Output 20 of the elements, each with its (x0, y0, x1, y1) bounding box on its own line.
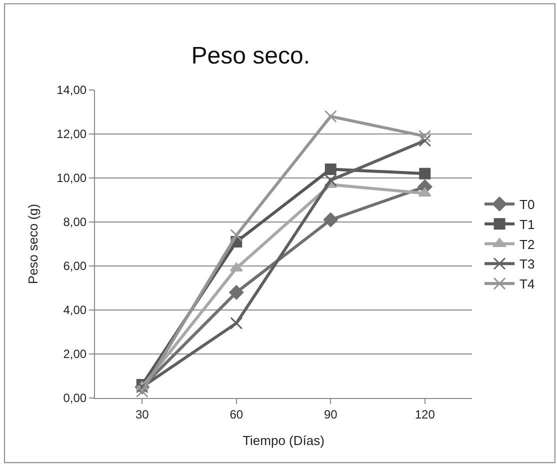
y-tick-label: 12,00 (56, 127, 87, 142)
legend-label: T2 (520, 236, 535, 252)
y-tick-label: 8,00 (63, 215, 87, 230)
y-tick-label: 4,00 (63, 303, 87, 318)
legend-label: T3 (520, 256, 535, 272)
legend-label: T0 (520, 197, 535, 212)
y-tick-label: 10,00 (56, 171, 87, 186)
x-tick-label: 120 (414, 407, 436, 422)
x-tick-label: 60 (230, 407, 244, 422)
y-tick-label: 2,00 (63, 347, 87, 362)
chart-title: Peso seco. (191, 42, 310, 70)
y-axis-title: Peso seco (g) (26, 204, 41, 284)
x-tick-label: 30 (135, 407, 150, 422)
y-tick-label: 0,00 (63, 391, 87, 406)
x-axis-title: Tiempo (Días) (242, 433, 324, 448)
legend-label: T4 (520, 276, 535, 292)
x-tick-label: 90 (324, 407, 338, 422)
y-tick-label: 6,00 (63, 259, 87, 274)
y-tick-label: 14,00 (56, 83, 87, 98)
legend-label: T1 (520, 216, 535, 232)
